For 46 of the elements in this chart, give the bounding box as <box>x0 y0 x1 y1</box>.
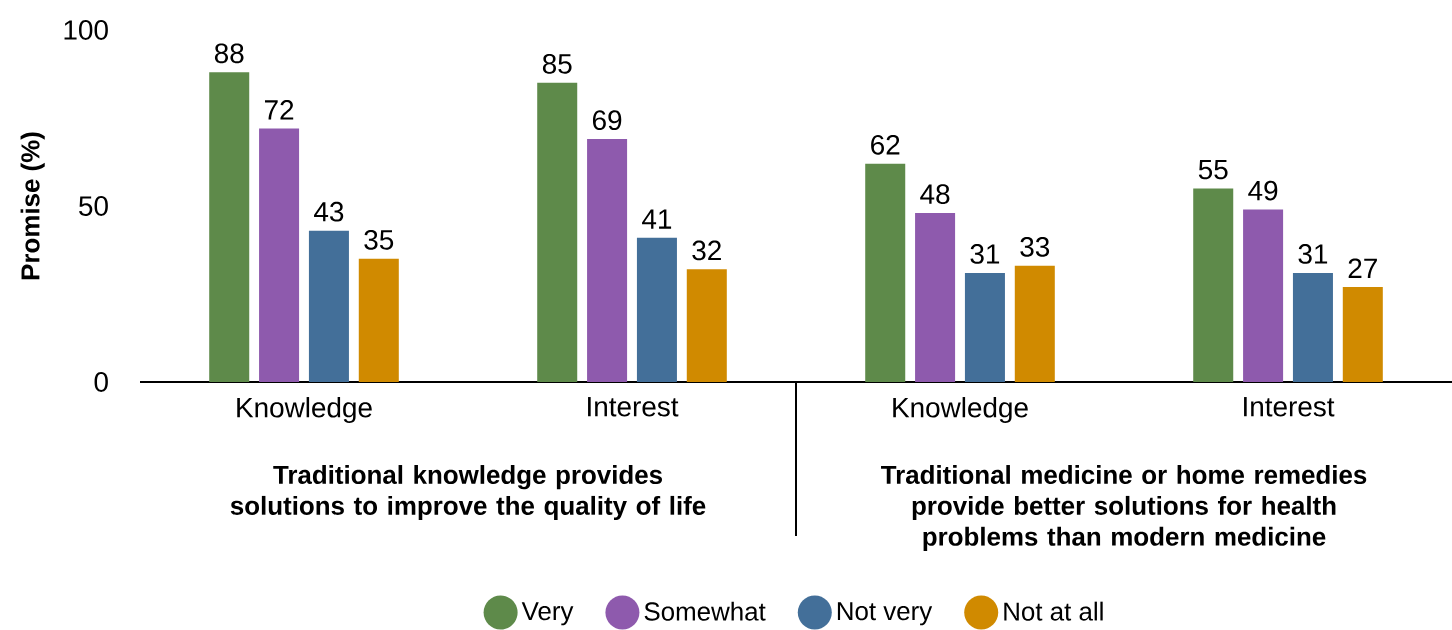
data-label: 85 <box>542 53 572 74</box>
y-tick-label: 0 <box>94 372 108 392</box>
x-tick-label: Interest <box>1244 397 1335 417</box>
data-label: 88 <box>214 43 244 64</box>
bar <box>686 269 727 382</box>
bar <box>209 72 250 382</box>
bar <box>358 258 399 382</box>
bar <box>259 128 300 382</box>
bar <box>1292 272 1333 382</box>
data-label: 35 <box>364 229 394 250</box>
x-tick-label: Interest <box>588 397 679 417</box>
data-label: 48 <box>920 184 950 205</box>
data-label: 33 <box>1020 237 1050 257</box>
data-label: 49 <box>1248 180 1278 201</box>
text: Traditional knowledge provides solutions to improve the quality of life <box>230 465 706 521</box>
data-label: 41 <box>642 209 672 229</box>
legend-label: Very <box>521 602 574 626</box>
data-label: 31 <box>970 244 1000 264</box>
legend-label: Somewhat <box>644 601 766 621</box>
y-tick-label: 50 <box>79 196 108 216</box>
data-label: 62 <box>871 134 900 155</box>
y-tick-label: 100 <box>64 20 108 40</box>
y-axis-title: Promise (%) <box>20 132 45 280</box>
bar <box>587 139 628 382</box>
data-label: 72 <box>265 100 294 120</box>
data-label: 32 <box>692 240 721 261</box>
bar <box>1193 188 1234 382</box>
data-label: 27 <box>1348 258 1377 278</box>
bar <box>308 230 349 382</box>
bar <box>1014 265 1055 382</box>
x-tick-label: Knowledge <box>893 397 1028 424</box>
data-label: 31 <box>1298 244 1328 264</box>
data-label: 43 <box>314 201 344 222</box>
bar <box>1243 209 1284 382</box>
text: Traditional medicine or home remedies provide better solutions for health problems than modern medicine <box>881 465 1367 551</box>
legend-label: Not very <box>837 602 933 626</box>
x-tick-label: Knowledge <box>237 397 372 424</box>
bar <box>1342 286 1383 382</box>
bar <box>537 82 578 382</box>
data-label: 55 <box>1198 159 1228 180</box>
bar <box>915 213 956 382</box>
bar <box>636 237 677 382</box>
bar <box>865 163 906 382</box>
bar <box>964 272 1005 382</box>
data-label: 69 <box>592 110 622 131</box>
legend-label: Not at all <box>1004 601 1103 621</box>
